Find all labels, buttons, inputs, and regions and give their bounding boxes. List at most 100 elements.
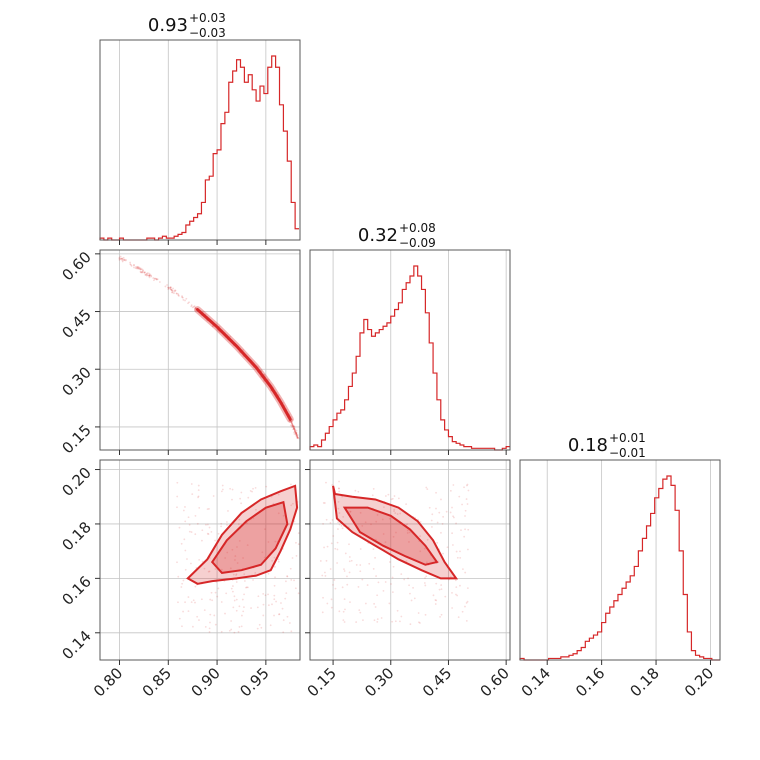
scatter-point (171, 291, 173, 294)
scatter-point (122, 256, 125, 259)
scatter-point (321, 574, 324, 577)
scatter-point (355, 564, 358, 566)
scatter-point (240, 491, 243, 494)
scatter-point (221, 484, 224, 487)
scatter-point (301, 628, 303, 630)
scatter-point (293, 520, 296, 523)
scatter-point (148, 274, 151, 277)
scatter-point (364, 521, 367, 524)
scatter-point (181, 296, 183, 299)
scatter-point (238, 539, 241, 542)
scatter-point (211, 599, 214, 602)
scatter-point (438, 588, 441, 591)
scatter-point (263, 556, 266, 559)
x-tick-label: 0.20 (681, 664, 717, 700)
scatter-point (158, 281, 161, 283)
scatter-point (467, 548, 469, 551)
scatter-point (168, 287, 171, 289)
scatter-point (346, 575, 348, 578)
scatter-point (118, 256, 121, 259)
histogram-outline (519, 475, 720, 661)
scatter-point (418, 621, 420, 624)
scatter-point (148, 276, 151, 279)
scatter-point (139, 270, 142, 273)
scatter-point (225, 592, 228, 595)
scatter-point (256, 627, 259, 630)
scatter-point (232, 606, 235, 609)
scatter-point (343, 568, 345, 571)
scatter-point (201, 539, 203, 542)
scatter-point (238, 605, 241, 608)
scatter-point (172, 287, 174, 290)
scatter-point (121, 258, 124, 261)
scatter-point (392, 565, 395, 568)
x-tick-label: 0.60 (477, 664, 513, 700)
scatter-point (464, 528, 466, 531)
scatter-point (138, 267, 140, 270)
scatter-point (228, 629, 231, 632)
scatter-point (456, 594, 459, 597)
panel-title-value: 0.32 (358, 225, 398, 246)
scatter-point (371, 494, 374, 497)
scatter-point (233, 599, 236, 602)
scatter-point (145, 273, 148, 276)
scatter-point (331, 484, 334, 486)
scatter-point (405, 560, 408, 562)
scatter-point (206, 523, 209, 526)
scatter-point (231, 488, 234, 491)
scatter-point (346, 583, 349, 586)
x-tick-label: 0.30 (361, 664, 397, 700)
scatter-point (446, 546, 449, 549)
scatter-point (252, 579, 254, 581)
scatter-point (177, 575, 180, 578)
scatter-point (409, 592, 411, 595)
scatter-point (306, 581, 308, 583)
scatter-point (191, 493, 194, 496)
scatter-point (423, 582, 426, 584)
scatter-point (435, 491, 437, 494)
scatter-point (150, 274, 152, 277)
scatter-point (220, 522, 223, 525)
scatter-point (406, 529, 409, 532)
scatter-point (242, 557, 244, 559)
scatter-point (336, 541, 339, 544)
scatter-point (154, 277, 156, 280)
scatter-point (213, 614, 216, 617)
scatter-point (285, 580, 287, 583)
scatter-point (302, 534, 304, 536)
scatter-point (466, 503, 469, 505)
scatter-point (136, 265, 139, 268)
scatter-point (208, 507, 210, 510)
scatter-point (267, 379, 270, 381)
scatter-point (183, 538, 186, 541)
scatter-point (338, 490, 341, 493)
scatter-point (224, 557, 227, 559)
scatter-point (123, 258, 125, 261)
scatter-point (262, 603, 265, 606)
scatter-point (119, 255, 122, 258)
scatter-point (194, 514, 197, 517)
scatter-point (394, 512, 397, 514)
scatter-point (295, 541, 297, 544)
scatter-point (465, 498, 468, 500)
scatter-point (119, 258, 122, 260)
scatter-point (452, 484, 455, 486)
scatter-point (180, 542, 183, 545)
scatter-point (455, 586, 458, 589)
scatter-point (136, 267, 139, 269)
scatter-point (456, 556, 459, 559)
scatter-point (243, 593, 245, 596)
scatter-point (348, 543, 350, 546)
scatter-point (207, 570, 210, 573)
scatter-point (135, 267, 138, 270)
scatter-point (455, 593, 457, 596)
scatter-point (148, 272, 151, 275)
scatter-point (145, 274, 148, 277)
scatter-point (141, 271, 144, 274)
scatter-point (235, 573, 238, 576)
scatter-point (430, 519, 433, 522)
scatter-point (146, 274, 149, 277)
scatter-point (451, 544, 454, 546)
scatter-point (148, 275, 151, 277)
scatter-point (171, 291, 174, 294)
